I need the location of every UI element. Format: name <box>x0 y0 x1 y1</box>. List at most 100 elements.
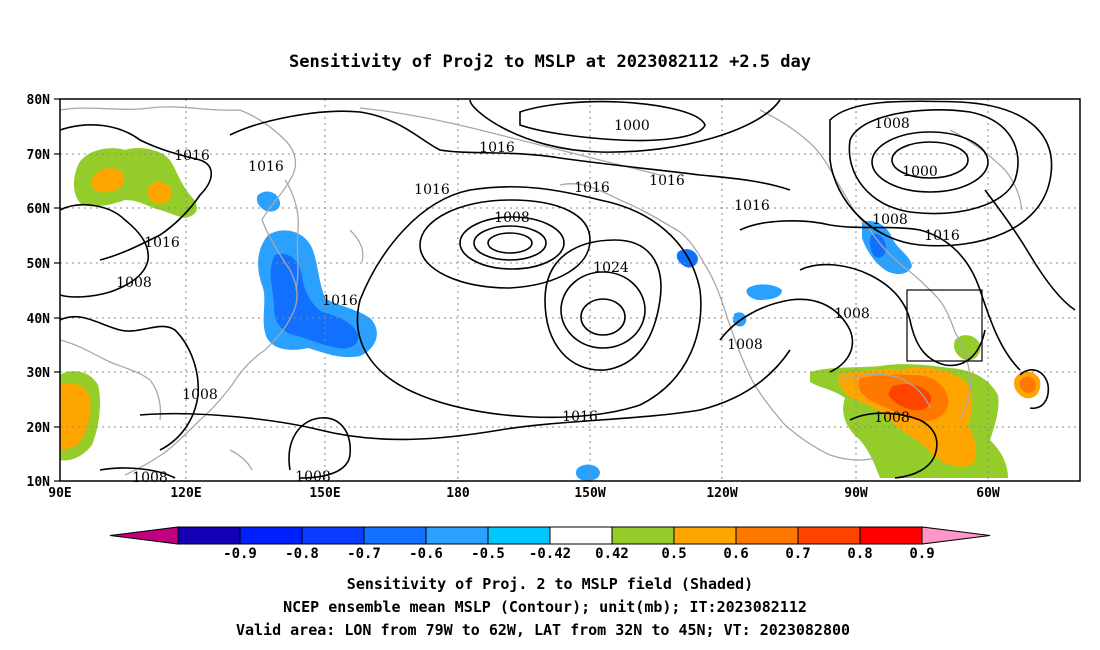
colorbar-box <box>859 526 923 545</box>
shade-nevada-blue <box>746 284 782 300</box>
map-panel: 1000 1008 1016 1016 1016 1016 1016 1016 … <box>27 93 1081 501</box>
contour-label: 1000 <box>902 164 938 180</box>
contour-label: 1016 <box>322 293 358 309</box>
contour-label: 1016 <box>144 235 180 251</box>
caption-line-2: NCEP ensemble mean MSLP (Contour); unit(… <box>283 598 807 616</box>
colorbar: -0.9 -0.8 -0.7 -0.6 -0.5 -0.42 0.42 0.5 0.6 0.7 0.… <box>109 526 991 562</box>
lat-label: 70N <box>27 148 51 163</box>
colorbar-tick-label: -0.5 <box>471 546 505 562</box>
shade-westcoast-blue <box>676 249 698 268</box>
shade-pacific-blue <box>575 464 600 481</box>
contour-high-pacific-4 <box>356 185 702 419</box>
colorbar-box <box>425 526 489 545</box>
colorbar-tick-label: -0.8 <box>285 546 319 562</box>
sensitivity-shading <box>60 147 1041 481</box>
lat-label: 30N <box>27 366 51 381</box>
shade-siberia-orange-2 <box>147 182 172 205</box>
shade-southasia-orange <box>60 383 91 450</box>
colorbar-box <box>797 526 861 545</box>
shade-hudson-midblue <box>869 233 886 258</box>
contour-label: 1008 <box>132 470 168 486</box>
lat-label: 10N <box>27 475 51 490</box>
contour-china-1008-b <box>99 467 176 479</box>
contour-siberia-1016 <box>59 124 213 261</box>
valid-area-box <box>906 289 983 362</box>
contour-label: 1008 <box>494 210 530 226</box>
shade-caribbean-red <box>888 384 932 411</box>
contour-label: 1016 <box>248 159 284 175</box>
lat-label: 20N <box>27 421 51 436</box>
contour-siberia-1016-b <box>59 204 150 298</box>
contour-label: 1016 <box>174 148 210 164</box>
lon-label: 180 <box>446 486 470 501</box>
lon-label: 120E <box>170 486 201 501</box>
contour-na-1008-b <box>799 263 986 367</box>
contour-label: 1016 <box>574 180 610 196</box>
caption-line-1: Sensitivity of Proj. 2 to MSLP field (Sh… <box>347 575 753 593</box>
colorbar-tick-label: -0.6 <box>409 546 443 562</box>
lat-label: 40N <box>27 312 51 327</box>
shade-atlantic-darkorange <box>1019 376 1036 393</box>
lat-label: 80N <box>27 93 51 108</box>
contour-china-1008 <box>59 315 200 451</box>
contour-label: 1008 <box>116 275 152 291</box>
colorbar-tick-label: -0.7 <box>347 546 381 562</box>
contour-high-pacific-2 <box>560 271 646 349</box>
contour-low-aleutian-4 <box>419 199 591 289</box>
contour-canada-low-4 <box>829 100 1053 247</box>
colorbar-box <box>177 526 241 545</box>
coastlines <box>59 106 1023 476</box>
contour-1016-long <box>139 349 791 441</box>
contour-na-1016 <box>739 220 1021 371</box>
colorbar-box <box>301 526 365 545</box>
shade-japan-midblue <box>270 253 359 349</box>
colorbar-tick-label: 0.42 <box>595 546 629 562</box>
contour-gulf-1008 <box>849 412 938 479</box>
colorbar-box <box>611 526 675 545</box>
shade-siberia-orange-1 <box>91 168 125 193</box>
contour-label: 1008 <box>874 410 910 426</box>
contour-atlantic-1016 <box>984 189 1076 311</box>
contour-atlantic-low <box>1019 369 1050 410</box>
contour-pacific-1008 <box>288 417 351 479</box>
colorbar-box <box>735 526 799 545</box>
lat-label: 60N <box>27 202 51 217</box>
mslp-contours <box>59 99 1076 479</box>
lon-labels: 90E 120E 150E 180 150W 120W 90W 60W <box>48 486 1000 501</box>
colorbar-tick-label: -0.42 <box>529 546 571 562</box>
lat-label: 50N <box>27 257 51 272</box>
contour-canada-low-3 <box>848 109 1019 215</box>
contour-low-aleutian-3 <box>459 216 565 270</box>
contour-high-pacific-3 <box>544 239 662 371</box>
contour-label: 1008 <box>182 387 218 403</box>
contour-label: 1016 <box>649 173 685 189</box>
shade-kamchatka-blue <box>256 191 281 212</box>
lon-label: 60W <box>976 486 1000 501</box>
contour-canada-low-1 <box>891 141 969 179</box>
contour-label: 1008 <box>295 469 331 485</box>
lon-label: 150W <box>574 486 605 501</box>
colorbar-tick-label: 0.7 <box>785 546 810 562</box>
contour-label: 1008 <box>874 116 910 132</box>
colorbar-box <box>363 526 427 545</box>
lon-label: 90E <box>48 486 71 501</box>
contour-label: 1016 <box>562 409 598 425</box>
colorbar-box <box>239 526 303 545</box>
contour-canada-low-2 <box>871 131 989 193</box>
contour-1016-north <box>229 110 791 191</box>
colorbar-box <box>487 526 551 545</box>
colorbar-tick-label: 0.5 <box>661 546 686 562</box>
contour-label-group: 1000 1008 1016 1016 1016 1016 1016 1016 … <box>116 116 960 486</box>
contour-low-aleutian-2 <box>473 225 547 261</box>
contour-label: 1016 <box>734 198 770 214</box>
colorbar-box <box>673 526 737 545</box>
colorbar-over-triangle <box>921 526 991 545</box>
contour-label: 1016 <box>924 228 960 244</box>
contour-label: 1008 <box>727 337 763 353</box>
colorbar-tick-label: -0.9 <box>223 546 257 562</box>
colorbar-tick-label: 0.8 <box>847 546 872 562</box>
colorbar-tick-label: 0.9 <box>909 546 934 562</box>
contour-na-1008 <box>719 298 854 373</box>
contour-high-pacific-1 <box>580 298 626 336</box>
